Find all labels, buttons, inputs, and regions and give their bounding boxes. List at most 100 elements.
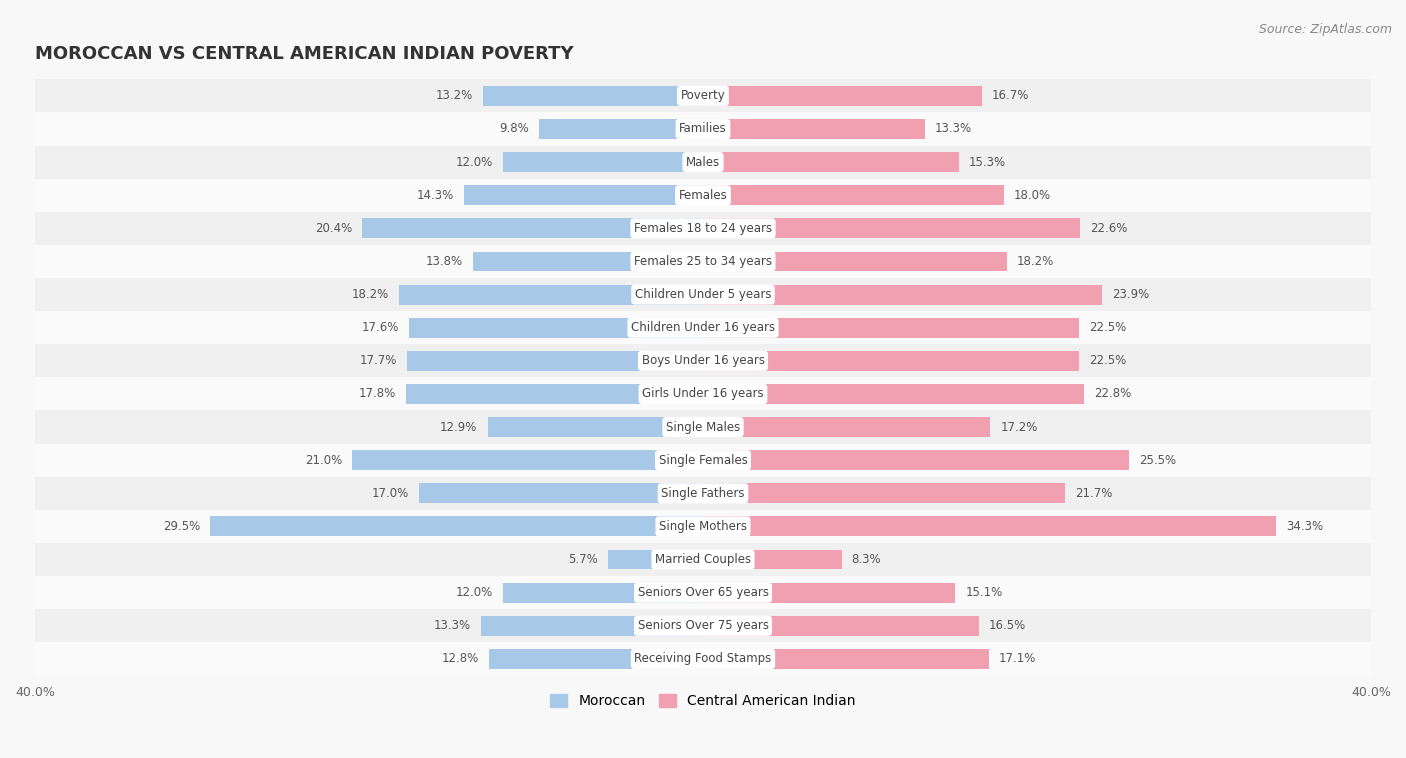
Bar bbox=[363, 218, 703, 238]
Text: Children Under 5 years: Children Under 5 years bbox=[634, 288, 772, 301]
Text: 20.4%: 20.4% bbox=[315, 222, 353, 235]
Text: Girls Under 16 years: Girls Under 16 years bbox=[643, 387, 763, 400]
Text: 12.0%: 12.0% bbox=[456, 155, 492, 168]
Bar bbox=[703, 218, 1080, 238]
Text: 13.3%: 13.3% bbox=[433, 619, 471, 632]
Text: 21.0%: 21.0% bbox=[305, 454, 342, 467]
Bar bbox=[353, 450, 703, 470]
Bar bbox=[703, 152, 959, 172]
Bar bbox=[703, 252, 1007, 271]
Bar bbox=[35, 510, 1371, 543]
Text: Boys Under 16 years: Boys Under 16 years bbox=[641, 354, 765, 368]
Bar bbox=[35, 311, 1371, 344]
Text: 15.3%: 15.3% bbox=[969, 155, 1005, 168]
Text: 18.2%: 18.2% bbox=[1017, 255, 1054, 268]
Bar bbox=[703, 550, 842, 569]
Bar bbox=[703, 583, 955, 603]
Text: 21.7%: 21.7% bbox=[1076, 487, 1112, 500]
Bar bbox=[703, 384, 1084, 404]
Legend: Moroccan, Central American Indian: Moroccan, Central American Indian bbox=[546, 689, 860, 714]
Bar bbox=[409, 318, 703, 337]
Text: Married Couples: Married Couples bbox=[655, 553, 751, 566]
Bar bbox=[489, 649, 703, 669]
Text: 17.8%: 17.8% bbox=[359, 387, 395, 400]
Bar bbox=[703, 285, 1102, 305]
Text: Females 18 to 24 years: Females 18 to 24 years bbox=[634, 222, 772, 235]
Text: Single Mothers: Single Mothers bbox=[659, 520, 747, 533]
Bar bbox=[703, 516, 1275, 537]
Bar bbox=[703, 351, 1078, 371]
Text: 5.7%: 5.7% bbox=[568, 553, 598, 566]
Text: MOROCCAN VS CENTRAL AMERICAN INDIAN POVERTY: MOROCCAN VS CENTRAL AMERICAN INDIAN POVE… bbox=[35, 45, 574, 64]
Text: Children Under 16 years: Children Under 16 years bbox=[631, 321, 775, 334]
Text: 12.9%: 12.9% bbox=[440, 421, 478, 434]
Text: Single Males: Single Males bbox=[666, 421, 740, 434]
Bar bbox=[408, 351, 703, 371]
Bar bbox=[703, 318, 1078, 337]
Bar bbox=[35, 543, 1371, 576]
Text: 22.6%: 22.6% bbox=[1091, 222, 1128, 235]
Bar bbox=[703, 450, 1129, 470]
Bar bbox=[35, 146, 1371, 179]
Bar bbox=[35, 411, 1371, 443]
Bar bbox=[703, 484, 1066, 503]
Text: 23.9%: 23.9% bbox=[1112, 288, 1150, 301]
Bar bbox=[540, 119, 703, 139]
Bar bbox=[35, 642, 1371, 675]
Text: 13.2%: 13.2% bbox=[436, 89, 472, 102]
Bar bbox=[211, 516, 703, 537]
Text: Source: ZipAtlas.com: Source: ZipAtlas.com bbox=[1258, 23, 1392, 36]
Text: 18.0%: 18.0% bbox=[1014, 189, 1050, 202]
Text: 13.8%: 13.8% bbox=[426, 255, 463, 268]
Text: 34.3%: 34.3% bbox=[1286, 520, 1323, 533]
Text: 9.8%: 9.8% bbox=[499, 123, 529, 136]
Bar bbox=[35, 80, 1371, 112]
Text: Seniors Over 65 years: Seniors Over 65 years bbox=[637, 586, 769, 599]
Text: 17.7%: 17.7% bbox=[360, 354, 398, 368]
Text: 18.2%: 18.2% bbox=[352, 288, 389, 301]
Text: 17.0%: 17.0% bbox=[371, 487, 409, 500]
Bar bbox=[703, 185, 1004, 205]
Text: 25.5%: 25.5% bbox=[1139, 454, 1175, 467]
Text: 22.8%: 22.8% bbox=[1094, 387, 1130, 400]
Bar bbox=[35, 211, 1371, 245]
Text: 22.5%: 22.5% bbox=[1088, 354, 1126, 368]
Bar bbox=[35, 245, 1371, 278]
Text: Females 25 to 34 years: Females 25 to 34 years bbox=[634, 255, 772, 268]
Bar bbox=[472, 252, 703, 271]
Text: 8.3%: 8.3% bbox=[852, 553, 882, 566]
Text: 22.5%: 22.5% bbox=[1088, 321, 1126, 334]
Text: 17.2%: 17.2% bbox=[1000, 421, 1038, 434]
Text: 13.3%: 13.3% bbox=[935, 123, 973, 136]
Text: Single Fathers: Single Fathers bbox=[661, 487, 745, 500]
Text: Seniors Over 75 years: Seniors Over 75 years bbox=[637, 619, 769, 632]
Bar bbox=[35, 344, 1371, 377]
Bar bbox=[35, 377, 1371, 411]
Text: 16.5%: 16.5% bbox=[988, 619, 1026, 632]
Text: Females: Females bbox=[679, 189, 727, 202]
Text: 17.6%: 17.6% bbox=[361, 321, 399, 334]
Bar bbox=[35, 112, 1371, 146]
Text: 16.7%: 16.7% bbox=[993, 89, 1029, 102]
Bar bbox=[35, 443, 1371, 477]
Text: 12.8%: 12.8% bbox=[441, 653, 479, 666]
Bar bbox=[35, 477, 1371, 510]
Bar bbox=[406, 384, 703, 404]
Bar bbox=[703, 649, 988, 669]
Text: Receiving Food Stamps: Receiving Food Stamps bbox=[634, 653, 772, 666]
Bar bbox=[703, 86, 981, 106]
Text: Males: Males bbox=[686, 155, 720, 168]
Text: 17.1%: 17.1% bbox=[998, 653, 1036, 666]
Text: Single Females: Single Females bbox=[658, 454, 748, 467]
Bar bbox=[419, 484, 703, 503]
Bar bbox=[35, 576, 1371, 609]
Text: Families: Families bbox=[679, 123, 727, 136]
Bar bbox=[502, 583, 703, 603]
Text: 12.0%: 12.0% bbox=[456, 586, 492, 599]
Bar bbox=[488, 417, 703, 437]
Text: Poverty: Poverty bbox=[681, 89, 725, 102]
Bar bbox=[482, 86, 703, 106]
Bar bbox=[399, 285, 703, 305]
Bar bbox=[35, 179, 1371, 211]
Bar bbox=[703, 119, 925, 139]
